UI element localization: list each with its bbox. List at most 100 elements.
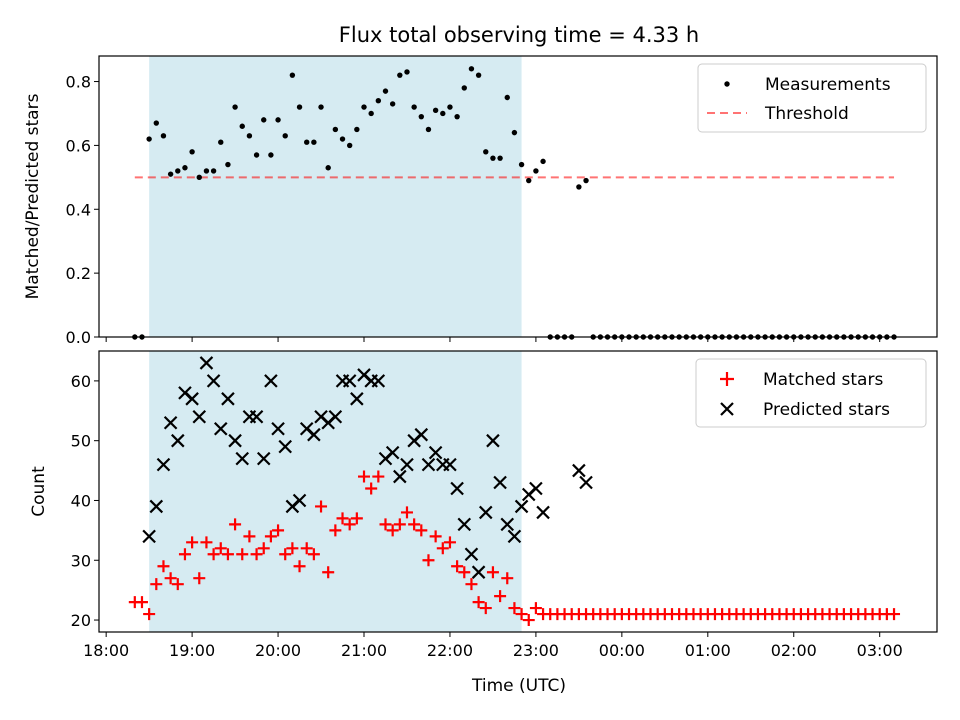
bottom-y-ticks: 20 30 40 50 60 — [71, 372, 99, 630]
matched-star-point — [150, 578, 163, 591]
measurement-point — [461, 85, 467, 91]
matched-star-point — [236, 548, 249, 561]
top-legend: Measurements Threshold — [697, 63, 927, 133]
bottom-legend-box — [695, 358, 927, 428]
legend-measurements-label: Measurements — [765, 75, 891, 95]
matched-star-point — [207, 548, 220, 561]
matched-star-point — [515, 608, 528, 621]
measurement-point — [475, 72, 482, 78]
matched-star-point — [494, 590, 507, 603]
measurement-point — [232, 104, 238, 110]
predicted-star-point — [264, 374, 278, 388]
measurement-point — [339, 136, 346, 142]
measurement-point — [218, 139, 224, 145]
top-y-axis-label: Matched/Predicted stars — [23, 93, 43, 299]
chart-title: Flux total observing time = 4.33 h — [339, 23, 699, 47]
predicted-star-point — [163, 415, 178, 430]
matched-star-point — [293, 560, 306, 573]
top-y-tick-label: 0.4 — [66, 200, 91, 219]
top-legend-box — [697, 63, 927, 133]
measurement-point — [325, 165, 331, 171]
predicted-star-point — [206, 374, 221, 388]
matched-star-point — [315, 500, 328, 513]
measurement-point — [411, 104, 417, 110]
x-tick-label: 21:00 — [341, 641, 387, 660]
predicted-star-point — [529, 481, 543, 496]
measurement-point — [311, 139, 317, 145]
observing-window-shade-bottom — [149, 351, 522, 632]
predicted-star-point — [292, 493, 307, 508]
predicted-star-point — [414, 427, 429, 442]
measurement-point — [440, 110, 446, 117]
predicted-star-point — [471, 565, 486, 579]
matched-star-point — [186, 536, 199, 549]
measurement-point — [583, 177, 589, 184]
measurement-point — [483, 149, 489, 155]
measurement-point — [447, 104, 453, 110]
matched-star-point — [501, 572, 514, 585]
measurement-point — [368, 110, 374, 117]
predicted-star-point — [199, 356, 214, 370]
matched-star-point — [279, 548, 292, 561]
matched-star-point — [888, 608, 901, 621]
matched-star-point — [458, 566, 471, 579]
top-y-tick-label: 0.6 — [66, 136, 91, 155]
matched-star-point — [257, 542, 270, 555]
matched-star-point — [408, 518, 421, 531]
matched-star-point — [379, 518, 392, 531]
bottom-y-tick-label: 20 — [71, 611, 91, 630]
legend-predicted-label: Predicted stars — [763, 400, 890, 420]
measurement-point — [397, 72, 403, 78]
predicted-star-point — [350, 392, 364, 406]
predicted-star-point — [228, 433, 242, 448]
measurement-point — [304, 139, 310, 145]
matched-star-point — [329, 524, 342, 537]
predicted-star-point — [428, 445, 443, 460]
x-tick-label: 23:00 — [513, 641, 559, 660]
predicted-star-point — [371, 374, 386, 388]
measurement-point — [318, 104, 324, 110]
x-axis-label: Time (UTC) — [471, 676, 566, 696]
x-tick-label: 02:00 — [771, 641, 817, 660]
predicted-star-point — [536, 505, 550, 520]
matched-star-point — [415, 524, 428, 537]
matched-star-point — [350, 512, 363, 525]
matched-star-point — [300, 542, 313, 555]
matched-star-point — [429, 530, 442, 543]
matched-star-point — [422, 554, 435, 567]
predicted-star-point — [464, 547, 479, 562]
predicted-star-point — [235, 451, 250, 466]
predicted-star-point — [185, 392, 199, 406]
top-y-tick-label: 0.8 — [66, 73, 91, 92]
top-y-tick-label: 0.0 — [66, 328, 91, 347]
predicted-star-points — [142, 356, 593, 579]
matched-star-point — [178, 548, 191, 561]
measurement-point — [404, 69, 410, 75]
predicted-star-point — [271, 421, 285, 436]
predicted-star-point — [421, 457, 436, 472]
predicted-star-point — [221, 392, 235, 406]
matched-star-point — [336, 512, 349, 525]
measurement-point — [146, 136, 152, 142]
top-y-tick-label: 0.2 — [66, 264, 91, 283]
predicted-star-point — [256, 451, 271, 466]
x-tick-label: 22:00 — [427, 641, 473, 660]
measurement-point — [210, 168, 217, 174]
matched-star-point — [243, 530, 256, 543]
measurement-point — [246, 133, 253, 139]
matched-star-point — [472, 596, 485, 609]
matched-star-point — [229, 518, 242, 531]
measurement-point — [361, 104, 367, 110]
measurement-point — [540, 158, 546, 165]
matched-star-point — [171, 578, 184, 591]
measurement-point — [153, 120, 159, 126]
matched-star-points — [128, 470, 901, 627]
measurement-point — [576, 184, 582, 190]
predicted-star-point — [278, 439, 292, 454]
matched-star-point — [322, 566, 335, 579]
matched-star-point — [365, 482, 378, 495]
measurement-point — [389, 101, 396, 107]
measurement-point — [196, 174, 202, 181]
predicted-star-point — [156, 457, 171, 472]
measurement-point — [189, 149, 195, 155]
